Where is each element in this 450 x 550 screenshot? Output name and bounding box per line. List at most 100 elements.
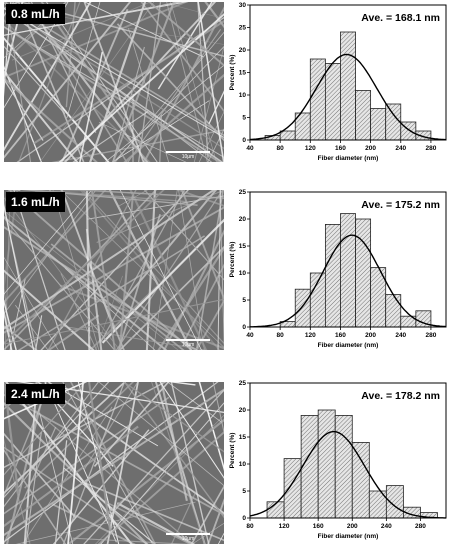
x-tick-label: 240 (395, 332, 406, 339)
fiber (35, 315, 43, 350)
fiber (67, 418, 224, 544)
y-tick-label: 15 (239, 434, 247, 441)
fiber (68, 190, 224, 199)
panel-2: 2.4 mL/h 10μm 80 120 160 200 240 280 0 5 10 15 20 2… (0, 378, 450, 548)
fiber (85, 228, 103, 350)
y-tick-label: 10 (239, 461, 247, 468)
x-tick-label: 80 (246, 523, 254, 530)
fiber (4, 432, 77, 519)
fiber (4, 202, 35, 350)
fiber (166, 382, 223, 423)
fiber (99, 190, 186, 344)
fiber (217, 190, 221, 350)
fiber (61, 8, 129, 162)
fiber (4, 448, 67, 544)
fiber (67, 382, 84, 544)
histogram-bar (385, 485, 404, 519)
fiber (175, 190, 224, 207)
fiber (160, 2, 224, 20)
y-tick-label: 25 (239, 25, 247, 32)
x-axis-label: Fiber diameter (nm) (318, 533, 379, 540)
scale-label: 10μm (181, 342, 195, 348)
fiber (166, 2, 208, 162)
scale-bar: 10μm (166, 339, 210, 348)
y-tick-label: 25 (239, 380, 247, 387)
fiber (4, 190, 165, 345)
histogram-chart: 40 80 120 160 200 240 280 0 5 10 15 20 25 Ave. = 175.… (229, 189, 447, 349)
fiber (153, 190, 178, 350)
fiber (112, 46, 145, 162)
fiber (16, 382, 224, 413)
y-tick-label: 15 (239, 243, 247, 250)
x-tick-label: 160 (335, 145, 346, 152)
fiber (4, 6, 224, 45)
fiber (104, 64, 224, 162)
fiber (62, 382, 154, 544)
fiber (160, 382, 188, 502)
histogram-bar (279, 130, 296, 141)
x-tick-label: 280 (425, 332, 436, 339)
histogram-bar (355, 218, 372, 328)
y-tick-label: 20 (239, 47, 247, 54)
x-axis-label: Fiber diameter (nm) (318, 342, 379, 349)
histogram-bar (324, 224, 341, 328)
fiber (197, 2, 209, 158)
y-tick-label: 20 (239, 407, 247, 414)
fiber (4, 77, 98, 162)
x-tick-label: 160 (335, 332, 346, 339)
fiber (44, 382, 117, 543)
fiber (4, 45, 66, 115)
fiber (190, 485, 224, 544)
histogram-bar (370, 108, 387, 141)
fiber (81, 481, 224, 542)
fiber (4, 190, 97, 315)
x-tick-label: 280 (415, 523, 426, 530)
histogram-bar (385, 103, 402, 141)
histogram-bar (340, 213, 356, 328)
panel-1: 1.6 mL/h 10μm 40 80 120 160 200 240 280 0 5 10 15 2… (0, 187, 450, 357)
fiber (101, 218, 224, 344)
fiber (4, 78, 44, 141)
fiber (4, 2, 92, 152)
fiber (128, 28, 170, 162)
x-tick-label: 160 (313, 523, 324, 530)
fiber (25, 432, 42, 544)
y-tick-label: 20 (239, 216, 247, 223)
x-axis-label: Fiber diameter (nm) (318, 155, 379, 162)
fiber (4, 2, 12, 97)
fiber (170, 490, 197, 544)
fiber (98, 121, 187, 162)
fiber (4, 382, 51, 498)
fiber (118, 190, 148, 207)
fiber (22, 190, 187, 203)
histogram-bar (294, 288, 311, 328)
fiber (4, 438, 31, 544)
y-tick-label: 30 (239, 2, 247, 9)
panel-0: 0.8 mL/h 10μm 40 80 120 160 200 240 280 0 5 10 15 2… (0, 0, 450, 165)
histogram-chart: 80 120 160 200 240 280 0 5 10 15 20 25 Ave. = 178.2 … (229, 380, 447, 540)
fiber (115, 190, 224, 350)
fiber (143, 190, 224, 281)
scale-label: 10μm (181, 154, 195, 160)
gaussian-fit-line (250, 234, 447, 328)
fiber (15, 304, 49, 350)
histogram-bar (385, 294, 402, 328)
fiber (191, 522, 224, 544)
fiber (195, 299, 224, 350)
scale-bar: 10μm (166, 533, 210, 542)
fiber (198, 111, 224, 162)
fiber (208, 90, 224, 125)
x-tick-label: 200 (365, 145, 376, 152)
fiber (83, 382, 139, 470)
fiber (97, 430, 224, 544)
x-tick-label: 120 (305, 145, 316, 152)
fiber (4, 190, 19, 292)
fiber (58, 13, 224, 162)
fiber (4, 7, 224, 139)
fiber (193, 45, 224, 162)
fiber (145, 190, 156, 350)
fiber (106, 382, 139, 544)
histogram-bar (340, 31, 356, 141)
fiber (212, 382, 224, 435)
fiber (123, 382, 224, 519)
